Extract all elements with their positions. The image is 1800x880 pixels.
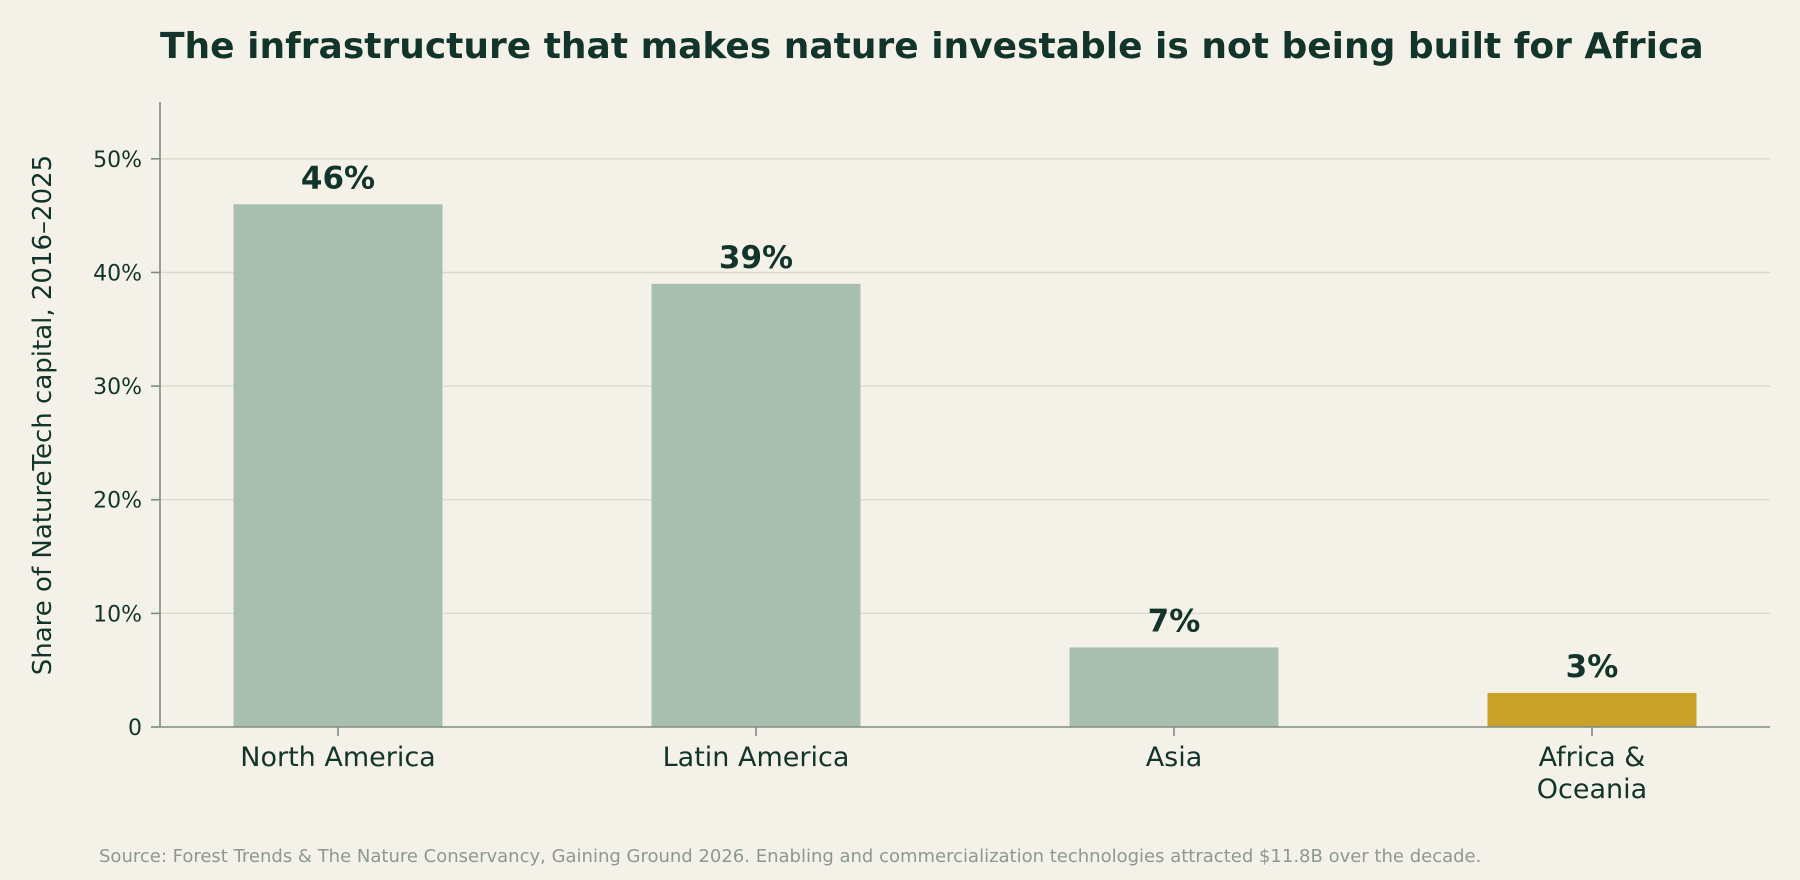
x-category-label: Latin America [663, 742, 850, 773]
y-tick-label: 50% [93, 148, 142, 173]
bars: 46% 39% 7% 3% [233, 160, 1697, 728]
bar-value-label: 39% [719, 240, 793, 276]
x-category-label: North America [240, 742, 435, 773]
bar-north-america [233, 204, 443, 728]
bar-value-label: 7% [1148, 603, 1201, 639]
y-tick-label: 10% [93, 602, 142, 627]
source-note: Source: Forest Trends & The Nature Conse… [99, 846, 1481, 867]
bar-latin-america [651, 283, 861, 727]
y-tick-label: 40% [93, 261, 142, 286]
x-category-label: Africa & Oceania [1537, 742, 1647, 805]
y-axis-label: Share of NatureTech capital, 2016–2025 [28, 155, 58, 675]
bar-asia [1069, 647, 1279, 727]
y-tick-label: 30% [93, 375, 142, 400]
axes: 0 10% 20% 30% 40% 50% North America Latin Ameri… [93, 102, 1770, 805]
bar-africa-oceania [1487, 692, 1697, 727]
x-category-label: Asia [1146, 742, 1203, 773]
y-tick-label: 0 [128, 716, 142, 741]
bar-value-label: 3% [1566, 649, 1619, 685]
y-tick-label: 20% [93, 489, 142, 514]
chart-title: The infrastructure that makes nature inv… [160, 26, 1704, 67]
bar-value-label: 46% [301, 160, 375, 196]
